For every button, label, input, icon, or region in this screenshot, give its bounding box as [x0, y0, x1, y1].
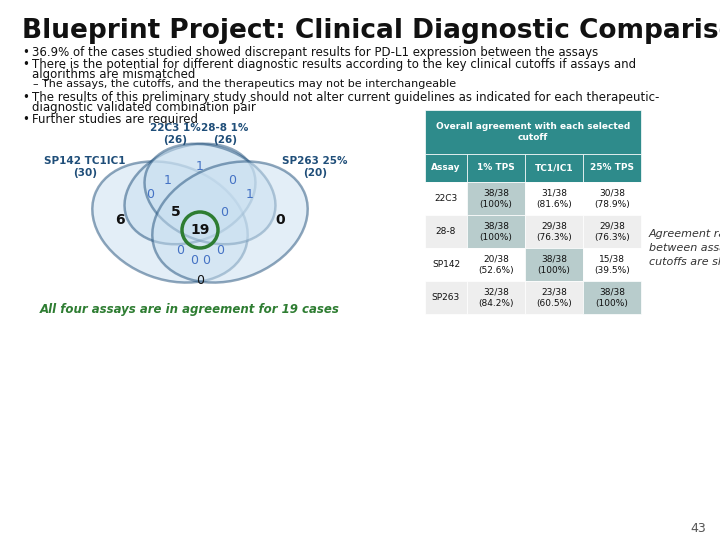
Text: 15/38
(39.5%): 15/38 (39.5%)	[594, 254, 630, 274]
Text: There is the potential for different diagnostic results according to the key cli: There is the potential for different dia…	[32, 58, 636, 71]
Text: 36.9% of the cases studied showed discrepant results for PD-L1 expression betwee: 36.9% of the cases studied showed discre…	[32, 46, 598, 59]
Text: 1: 1	[246, 187, 254, 200]
Text: 0: 0	[176, 244, 184, 256]
Ellipse shape	[125, 144, 256, 244]
Text: 28-8: 28-8	[436, 227, 456, 236]
FancyBboxPatch shape	[583, 281, 641, 314]
Text: 38/38
(100%): 38/38 (100%)	[595, 287, 629, 308]
FancyBboxPatch shape	[583, 182, 641, 215]
FancyBboxPatch shape	[583, 215, 641, 248]
Text: TC1/IC1: TC1/IC1	[535, 164, 573, 172]
Ellipse shape	[145, 144, 276, 244]
Text: diagnostic validated combination pair: diagnostic validated combination pair	[32, 101, 256, 114]
Text: 0: 0	[216, 244, 224, 256]
Text: 38/38
(100%): 38/38 (100%)	[538, 254, 570, 274]
Text: 0: 0	[220, 206, 228, 219]
FancyBboxPatch shape	[467, 248, 525, 281]
Text: Assay: Assay	[431, 164, 461, 172]
Text: 31/38
(81.6%): 31/38 (81.6%)	[536, 188, 572, 208]
Text: 22C3 1%
(26): 22C3 1% (26)	[150, 123, 200, 145]
Ellipse shape	[92, 161, 248, 282]
Text: The results of this preliminary study should not alter current guidelines as ind: The results of this preliminary study sh…	[32, 91, 660, 104]
Text: 0: 0	[196, 273, 204, 287]
Text: 0: 0	[190, 253, 198, 267]
FancyBboxPatch shape	[467, 281, 525, 314]
FancyBboxPatch shape	[425, 110, 641, 154]
Text: 0: 0	[146, 187, 154, 200]
Text: SP142 TC1IC1
(30): SP142 TC1IC1 (30)	[44, 156, 126, 178]
Text: 1% TPS: 1% TPS	[477, 164, 515, 172]
Text: •: •	[22, 113, 29, 126]
Text: 38/38
(100%): 38/38 (100%)	[480, 221, 513, 241]
FancyBboxPatch shape	[525, 248, 583, 281]
FancyBboxPatch shape	[583, 154, 641, 182]
Text: •: •	[22, 46, 29, 59]
Text: 29/38
(76.3%): 29/38 (76.3%)	[594, 221, 630, 241]
Text: 20/38
(52.6%): 20/38 (52.6%)	[478, 254, 514, 274]
Text: 0: 0	[275, 213, 285, 227]
Text: 25% TPS: 25% TPS	[590, 164, 634, 172]
Text: SP263: SP263	[432, 293, 460, 302]
Text: SP142: SP142	[432, 260, 460, 269]
FancyBboxPatch shape	[525, 215, 583, 248]
Text: algorithms are mismatched: algorithms are mismatched	[32, 68, 195, 81]
FancyBboxPatch shape	[525, 281, 583, 314]
Text: Overall agreement with each selected
cutoff: Overall agreement with each selected cut…	[436, 122, 630, 143]
Text: 0: 0	[202, 253, 210, 267]
Text: All four assays are in agreement for 19 cases: All four assays are in agreement for 19 …	[40, 303, 340, 316]
Ellipse shape	[153, 161, 307, 282]
Text: –: –	[32, 79, 37, 89]
FancyBboxPatch shape	[467, 182, 525, 215]
Text: Agreement rates
between assays and
cutoffs are shown: Agreement rates between assays and cutof…	[649, 229, 720, 267]
Text: 19: 19	[190, 223, 210, 237]
Text: •: •	[22, 91, 29, 104]
FancyBboxPatch shape	[467, 215, 525, 248]
FancyBboxPatch shape	[425, 154, 467, 182]
Text: 1: 1	[196, 160, 204, 173]
Text: •: •	[22, 58, 29, 71]
Text: 28-8 1%
(26): 28-8 1% (26)	[202, 123, 248, 145]
Text: 0: 0	[228, 173, 236, 186]
Text: 30/38
(78.9%): 30/38 (78.9%)	[594, 188, 630, 208]
Text: 43: 43	[690, 522, 706, 535]
FancyBboxPatch shape	[425, 182, 467, 215]
Text: 5: 5	[171, 205, 181, 219]
Text: 29/38
(76.3%): 29/38 (76.3%)	[536, 221, 572, 241]
FancyBboxPatch shape	[425, 281, 467, 314]
FancyBboxPatch shape	[425, 248, 467, 281]
Text: 1: 1	[164, 173, 172, 186]
FancyBboxPatch shape	[525, 182, 583, 215]
Text: SP263 25%
(20): SP263 25% (20)	[282, 156, 348, 178]
Text: Blueprint Project: Clinical Diagnostic Comparison: Blueprint Project: Clinical Diagnostic C…	[22, 18, 720, 44]
FancyBboxPatch shape	[525, 154, 583, 182]
Text: 38/38
(100%): 38/38 (100%)	[480, 188, 513, 208]
FancyBboxPatch shape	[425, 215, 467, 248]
Text: The assays, the cutoffs, and the therapeutics may not be interchangeable: The assays, the cutoffs, and the therape…	[42, 79, 456, 89]
Text: 23/38
(60.5%): 23/38 (60.5%)	[536, 287, 572, 308]
Text: 32/38
(84.2%): 32/38 (84.2%)	[478, 287, 514, 308]
Text: Further studies are required: Further studies are required	[32, 113, 198, 126]
Text: 22C3: 22C3	[434, 194, 458, 203]
FancyBboxPatch shape	[583, 248, 641, 281]
FancyBboxPatch shape	[467, 154, 525, 182]
Text: 6: 6	[115, 213, 125, 227]
